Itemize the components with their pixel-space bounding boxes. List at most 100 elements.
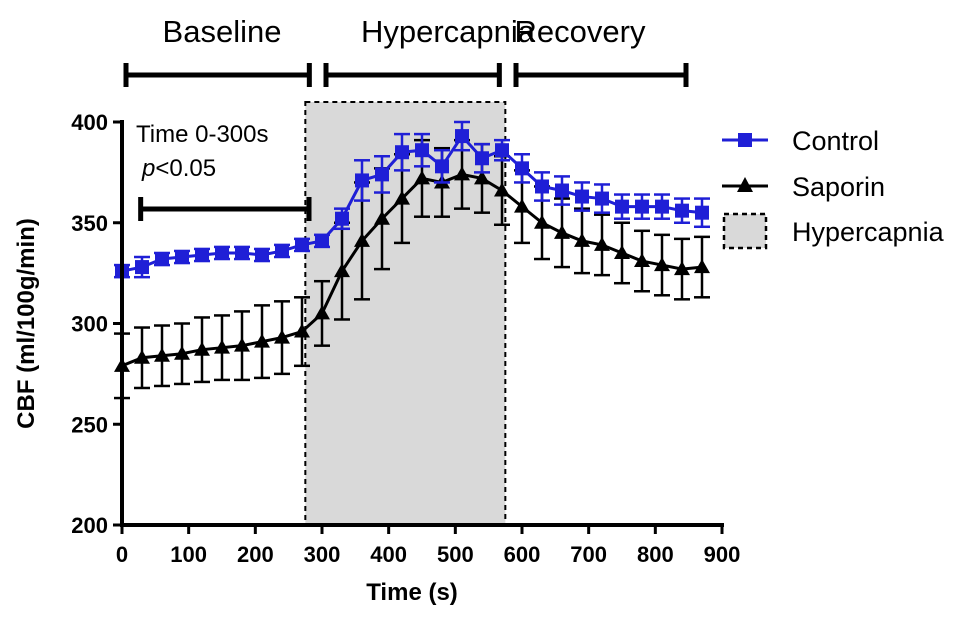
data-point-saporin [274,329,290,344]
data-point-control [295,237,309,252]
legend-label-hypercapnia: Hypercapnia [792,217,945,247]
data-point-control [355,173,369,188]
y-tick-label: 250 [71,412,108,437]
legend-swatch-hypercapnia [722,212,768,250]
data-point-saporin [254,333,270,348]
data-point-control [395,145,409,160]
data-point-saporin [694,259,710,274]
data-point-saporin [354,232,370,247]
data-point-saporin [674,261,690,276]
x-tick-label: 700 [570,542,607,567]
annotation-p-symbol: p [141,155,155,182]
phase-label-recovery: Recovery [515,14,646,49]
data-point-saporin [654,257,670,272]
data-point-saporin [514,198,530,213]
data-point-saporin [474,170,490,185]
data-point-control [455,129,469,144]
legend-label-control: Control [792,126,879,156]
data-point-saporin [494,182,510,197]
data-point-control [415,143,429,158]
data-point-control [655,199,669,214]
data-point-control [315,233,329,248]
legend-item-control: Control [722,126,879,156]
data-point-saporin [294,323,310,338]
x-tick-label: 400 [370,542,407,567]
series-layer [114,120,710,400]
phase-label-baseline: Baseline [163,14,282,49]
data-point-saporin [414,170,430,185]
data-point-control [175,250,189,265]
data-point-saporin [614,244,630,259]
data-point-control [555,183,569,198]
data-point-saporin [214,339,230,354]
y-axis-title: CBF (ml/100g/min) [13,218,40,429]
data-point-saporin [394,190,410,205]
data-point-saporin [134,349,150,364]
x-tick-label: 900 [704,542,741,567]
data-point-saporin [594,236,610,251]
data-point-saporin [454,166,470,181]
data-point-saporin [554,224,570,239]
data-point-saporin [174,345,190,360]
y-tick-label: 350 [71,211,108,236]
x-tick-label: 100 [170,542,207,567]
data-point-control [595,191,609,206]
data-point-control [255,247,269,262]
data-point-saporin [154,347,170,362]
data-point-saporin [234,337,250,352]
data-point-control [135,260,149,275]
phase-bracket-recovery [513,63,689,87]
y-tick-label: 200 [71,513,108,538]
data-point-control [695,205,709,220]
data-point-control [535,179,549,194]
legend-marker-saporin [737,177,753,192]
x-tick-label: 800 [637,542,674,567]
data-point-control [615,199,629,214]
data-point-control [635,199,649,214]
data-point-control [475,151,489,166]
data-point-control [215,245,229,260]
data-point-control [575,189,589,204]
data-point-control [515,161,529,176]
data-point-saporin [314,305,330,320]
axes: 0 100 200 300 400 500 600 700 800 900 200 250 300 350… [71,110,740,567]
legend: Control Saporin Hypercapnia [722,126,945,250]
data-point-saporin [374,210,390,225]
y-tick-label: 400 [71,110,108,135]
data-point-control [375,167,389,182]
data-point-control [235,245,249,260]
x-tick-label: 300 [304,542,341,567]
data-point-control [435,159,449,174]
series-control [114,120,710,279]
x-axis-title: Time (s) [366,579,458,606]
x-tick-label: 0 [116,542,128,567]
annotation-p-value: p<0.05 [141,155,216,182]
phase-label-hypercapnia: Hypercapnia [361,14,536,49]
data-point-control [275,243,289,258]
data-point-saporin [634,253,650,268]
x-tick-label: 200 [237,542,274,567]
legend-marker-control [738,133,752,147]
x-tick-label: 600 [504,542,541,567]
x-tick-label: 500 [437,542,474,567]
data-point-control [155,252,169,267]
annotation-time-range: Time 0-300s [136,121,269,148]
phase-bracket-baseline [123,63,312,87]
legend-label-saporin: Saporin [792,172,885,202]
data-point-control [495,143,509,158]
legend-item-hypercapnia: Hypercapnia [722,212,945,250]
data-point-control [675,203,689,218]
annotation-p-threshold: <0.05 [155,155,216,182]
y-tick-label: 300 [71,312,108,337]
phase-bracket-hypercapnia [323,63,502,87]
data-point-saporin [574,232,590,247]
data-point-control [195,247,209,262]
legend-item-saporin: Saporin [722,172,885,202]
data-point-saporin [534,214,550,229]
hypercapnia-shaded-region [304,101,507,526]
annotation-bracket [138,197,312,221]
data-point-control [335,211,349,226]
data-point-saporin [194,341,210,356]
